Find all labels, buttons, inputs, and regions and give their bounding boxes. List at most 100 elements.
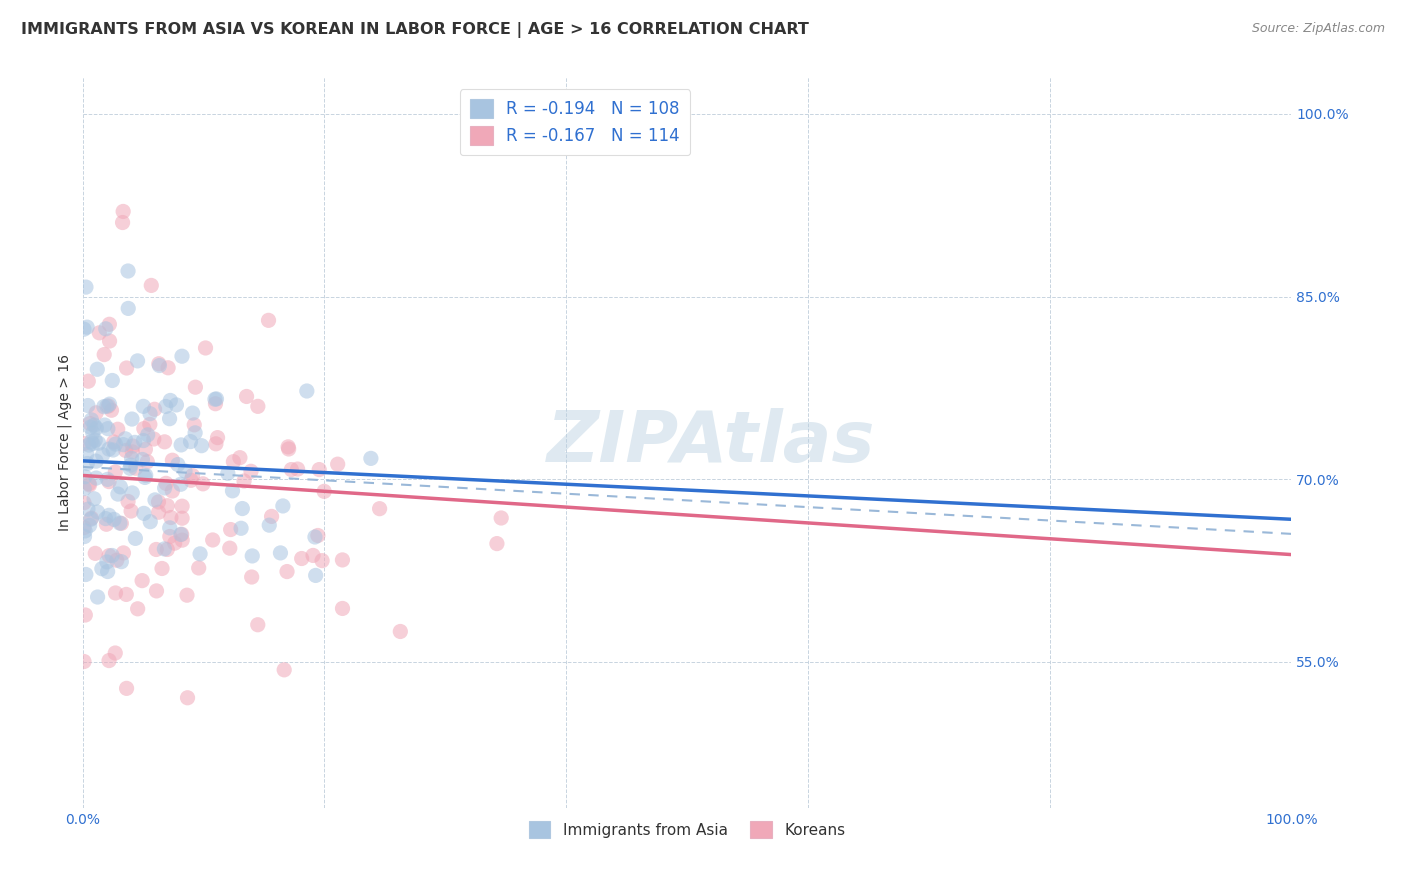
Point [148,495,170,509]
Point [84,433,107,447]
Point [97,442,120,456]
Point [110,480,132,494]
Point [127,354,149,368]
Point [75,524,97,538]
Point [287,462,309,476]
Text: IMMIGRANTS FROM ASIA VS KOREAN IN LABOR FORCE | AGE > 16 CORRELATION CHART: IMMIGRANTS FROM ASIA VS KOREAN IN LABOR … [21,22,808,38]
Point [184,425,207,440]
Point [219,523,242,537]
Point [117,264,139,278]
Point [153,541,176,556]
Point [280,462,302,476]
Point [183,417,205,432]
Point [107,422,129,436]
Point [115,587,138,601]
Point [103,512,125,526]
Point [295,384,318,398]
Point [96,517,118,532]
Point [217,467,239,481]
Point [135,468,157,483]
Point [117,494,139,508]
Point [112,437,135,451]
Point [94,511,117,525]
Point [167,458,190,472]
Point [172,533,194,548]
Point [148,357,170,371]
Point [79,420,101,434]
Point [229,521,252,535]
Point [73,482,96,496]
Point [143,492,166,507]
Point [127,602,149,616]
Point [112,204,135,219]
Point [190,439,212,453]
Point [75,567,97,582]
Point [485,536,508,550]
Point [80,413,103,427]
Point [98,397,121,411]
Point [96,555,118,569]
Point [332,601,354,615]
Point [73,436,96,450]
Point [273,663,295,677]
Point [159,393,181,408]
Point [100,403,122,417]
Point [165,398,187,412]
Point [98,549,121,563]
Point [205,437,228,451]
Point [101,374,124,388]
Point [114,443,136,458]
Point [172,499,194,513]
Point [108,516,131,530]
Point [187,561,209,575]
Point [83,491,105,506]
Point [132,434,155,448]
Point [76,447,98,461]
Point [83,418,105,433]
Point [170,438,193,452]
Point [97,422,120,436]
Point [98,654,121,668]
Point [368,501,391,516]
Point [170,527,193,541]
Point [96,472,118,486]
Point [205,392,228,406]
Point [75,607,97,622]
Point [115,361,138,376]
Point [170,349,193,363]
Point [98,334,121,348]
Point [240,464,263,478]
Point [156,542,179,557]
Point [134,442,156,457]
Point [84,406,107,420]
Point [150,561,173,575]
Point [326,457,349,471]
Point [114,432,136,446]
Point [90,562,112,576]
Point [93,418,115,433]
Point [176,690,198,705]
Point [277,440,299,454]
Point [162,483,184,498]
Point [176,588,198,602]
Point [291,551,314,566]
Y-axis label: In Labor Force | Age > 16: In Labor Force | Age > 16 [58,354,72,531]
Point [332,553,354,567]
Point [124,435,146,450]
Point [73,529,96,543]
Point [77,399,100,413]
Point [98,318,121,332]
Point [221,483,243,498]
Point [179,434,201,449]
Point [86,590,108,604]
Point [79,478,101,492]
Point [80,512,103,526]
Point [139,515,162,529]
Point [104,586,127,600]
Point [77,374,100,388]
Point [84,546,107,560]
Point [246,617,269,632]
Point [84,454,107,468]
Point [314,484,336,499]
Point [112,546,135,560]
